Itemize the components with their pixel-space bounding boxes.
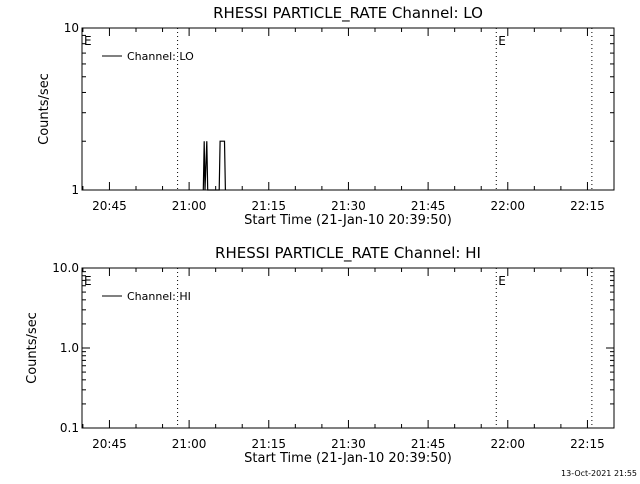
panel-2-x-tick-label-1: 20:45	[92, 437, 127, 451]
footer-timestamp: 13-Oct-2021 21:55	[561, 469, 637, 478]
panel-1-x-tick-label-1: 20:45	[92, 199, 127, 213]
panel-2-y-tick-label-2: 1.0	[60, 341, 79, 355]
panel-2-x-tick-label-5: 21:45	[411, 437, 446, 451]
panel-1-marker-2: E	[498, 34, 506, 48]
panel-1-x-tick-label-5: 21:45	[411, 199, 446, 213]
panel-1-y-axis-label: Counts/sec	[37, 73, 52, 145]
panel-1-x-tick-label-3: 21:15	[251, 199, 286, 213]
panel-2-x-tick-label-7: 22:15	[570, 437, 605, 451]
panel-1-x-tick-label-2: 21:00	[172, 199, 207, 213]
panel-1-x-tick-label-4: 21:30	[331, 199, 366, 213]
panel-1-marker-1: E	[84, 34, 92, 48]
panel-1-x-axis-label: Start Time (21-Jan-10 20:39:50)	[244, 213, 452, 228]
panel-2-x-tick-label-3: 21:15	[251, 437, 286, 451]
panel-1-legend-label-1: Channel: LO	[127, 50, 194, 63]
panel-1-y-tick-label-1: 1	[71, 183, 79, 197]
panel-2-x-tick-label-2: 21:00	[172, 437, 207, 451]
panel-1-title: RHESSI PARTICLE_RATE Channel: LO	[213, 4, 483, 23]
panel-2-y-axis-label: Counts/sec	[25, 312, 40, 384]
panel-1-x-tick-label-7: 22:15	[570, 199, 605, 213]
panel-2-x-axis-label: Start Time (21-Jan-10 20:39:50)	[244, 451, 452, 466]
panel-2-y-tick-label-3: 10.0	[52, 261, 79, 275]
panel-2-x-tick-label-4: 21:30	[331, 437, 366, 451]
panel-2-marker-2: E	[498, 274, 506, 288]
panel-1-x-tick-label-6: 22:00	[490, 199, 525, 213]
panel-2-x-tick-label-6: 22:00	[490, 437, 525, 451]
panel-2-y-tick-label-1: 0.1	[60, 421, 79, 435]
panel-2-legend-label-1: Channel: HI	[127, 290, 191, 303]
panel-1-y-tick-label-2: 10	[64, 21, 79, 35]
panel-2-title: RHESSI PARTICLE_RATE Channel: HI	[215, 244, 481, 263]
panel-2-marker-1: E	[84, 274, 92, 288]
panel-1-series-line-1	[202, 140, 226, 191]
